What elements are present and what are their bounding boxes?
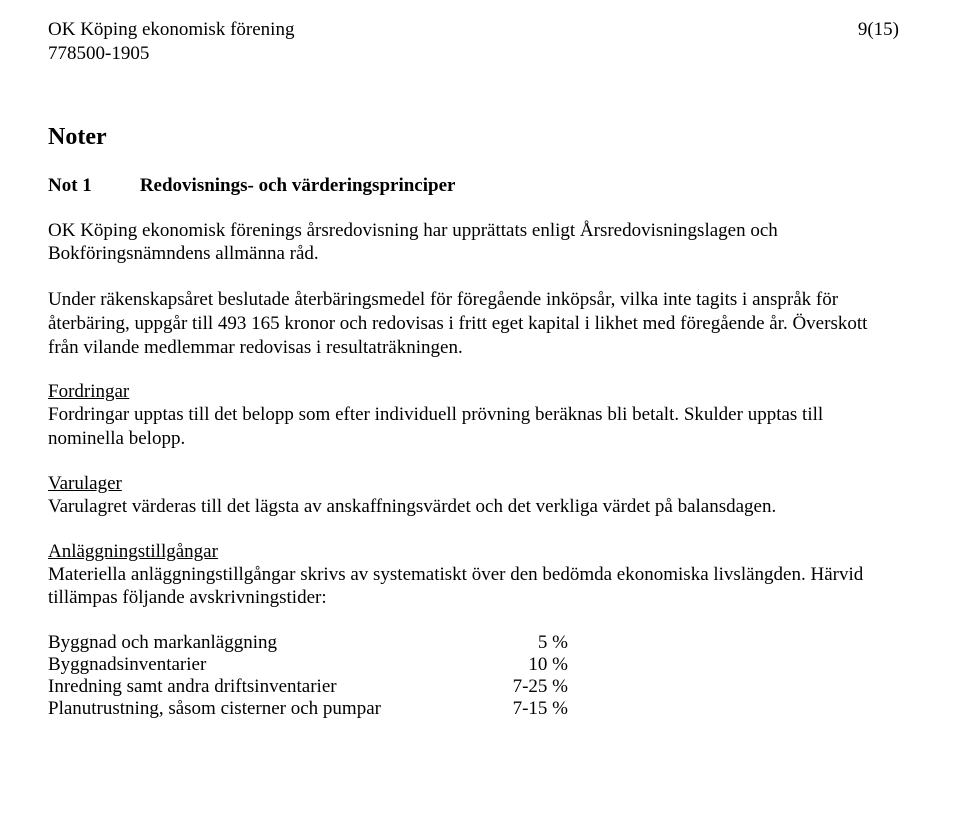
org-block: OK Köping ekonomisk förening 778500-1905 <box>48 18 294 66</box>
paragraph-1: OK Köping ekonomisk förenings årsredovis… <box>48 219 899 267</box>
dep-value: 5 % <box>488 632 568 654</box>
document-page: OK Köping ekonomisk förening 778500-1905… <box>0 0 959 824</box>
table-row: Planutrustning, såsom cisterner och pump… <box>48 698 899 720</box>
dep-value: 7-15 % <box>488 698 568 720</box>
varulager-heading: Varulager <box>48 473 899 495</box>
anlaggning-text: Materiella anläggningstillgångar skrivs … <box>48 563 899 611</box>
anlaggning-heading: Anläggningstillgångar <box>48 541 899 563</box>
dep-label: Inredning samt andra driftsinventarier <box>48 676 488 698</box>
page-header: OK Köping ekonomisk förening 778500-1905… <box>48 18 899 66</box>
paragraph-2: Under räkenskapsåret beslutade återbärin… <box>48 288 899 359</box>
page-number: 9(15) <box>858 18 899 66</box>
table-row: Inredning samt andra driftsinventarier 7… <box>48 676 899 698</box>
note-row: Not 1 Redovisnings- och värderingsprinci… <box>48 175 899 197</box>
note-label: Not 1 <box>48 175 92 197</box>
dep-label: Byggnad och markanläggning <box>48 632 488 654</box>
table-row: Byggnadsinventarier 10 % <box>48 654 899 676</box>
dep-label: Byggnadsinventarier <box>48 654 488 676</box>
note-heading: Redovisnings- och värderingsprinciper <box>140 175 456 197</box>
varulager-text: Varulagret värderas till det lägsta av a… <box>48 495 899 519</box>
fordringar-text: Fordringar upptas till det belopp som ef… <box>48 403 899 451</box>
fordringar-heading: Fordringar <box>48 381 899 403</box>
org-number: 778500-1905 <box>48 42 294 66</box>
table-row: Byggnad och markanläggning 5 % <box>48 632 899 654</box>
dep-value: 7-25 % <box>488 676 568 698</box>
dep-value: 10 % <box>488 654 568 676</box>
dep-label: Planutrustning, såsom cisterner och pump… <box>48 698 488 720</box>
depreciation-table: Byggnad och markanläggning 5 % Byggnadsi… <box>48 632 899 720</box>
org-name: OK Köping ekonomisk förening <box>48 18 294 42</box>
section-title: Noter <box>48 124 899 151</box>
